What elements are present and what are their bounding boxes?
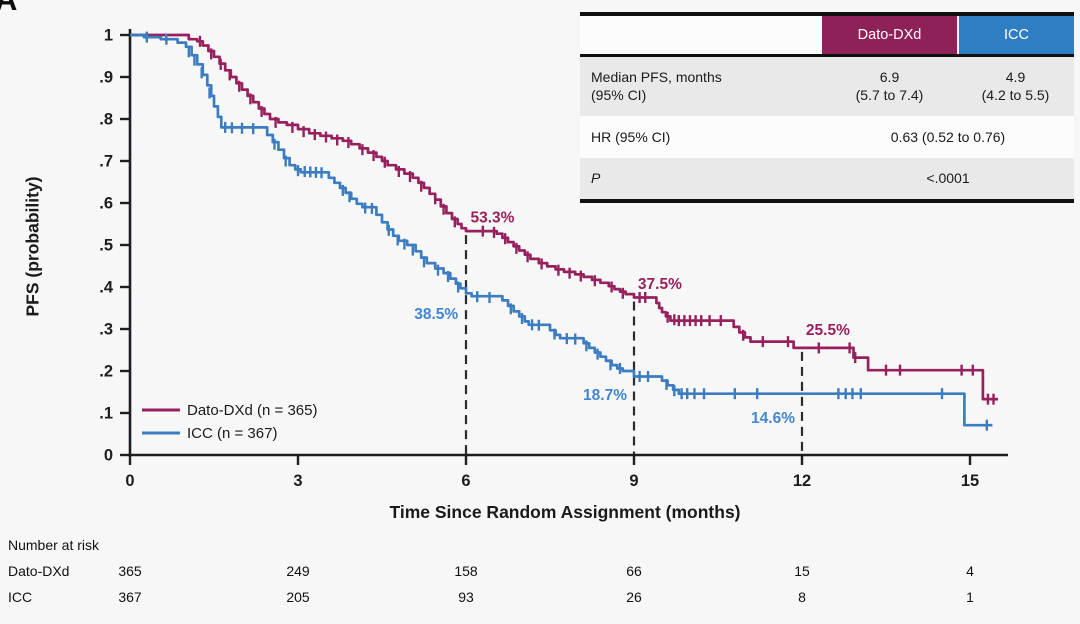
x-tick-label: 6 — [461, 472, 470, 490]
risk-count: 249 — [286, 563, 310, 579]
landmark-percent-label: 53.3% — [470, 210, 514, 227]
landmark-percent-label: 14.6% — [751, 410, 795, 427]
y-tick-label: .5 — [99, 237, 113, 255]
y-tick-label: .2 — [99, 363, 113, 381]
x-tick-label: 0 — [125, 472, 134, 490]
summary-header-empty-cell — [580, 16, 822, 54]
risk-count: 66 — [626, 563, 642, 579]
risk-count: 4 — [966, 563, 974, 579]
p-value: <.0001 — [926, 170, 970, 187]
median-pfs-icc-value: 4.9 — [1005, 68, 1026, 85]
risk-count: 158 — [454, 563, 478, 579]
number-at-risk-title: Number at risk — [8, 537, 100, 553]
risk-count: 1 — [966, 589, 974, 605]
summary-row-p: P <.0001 — [580, 158, 1074, 199]
km-curve-dato-dxd — [130, 33, 998, 401]
y-tick-label: .7 — [99, 153, 113, 171]
legend-label: Dato-DXd (n = 365) — [187, 402, 317, 419]
median-pfs-label-line2: (95% CI) — [591, 87, 647, 104]
risk-count: 93 — [458, 589, 474, 605]
median-pfs-dato-ci: (5.7 to 7.4) — [855, 87, 924, 104]
risk-count: 15 — [794, 563, 810, 579]
y-tick-label: .4 — [99, 279, 114, 297]
legend-label: ICC (n = 367) — [187, 425, 277, 442]
x-tick-label: 15 — [961, 472, 979, 490]
landmark-percent-label: 18.7% — [583, 387, 627, 404]
median-pfs-label-line1: Median PFS, months — [591, 68, 722, 85]
risk-count: 205 — [286, 589, 310, 605]
risk-count: 367 — [118, 589, 142, 605]
median-pfs-icc-ci: (4.2 to 5.5) — [981, 87, 1050, 104]
panel-letter-label: A — [0, 0, 17, 18]
summary-row-hr: HR (95% CI) 0.63 (0.52 to 0.76) — [580, 116, 1074, 159]
risk-row-label: ICC — [8, 589, 33, 605]
summary-table: Dato-DXd ICC Median PFS, months (95% CI)… — [580, 12, 1074, 203]
km-curve-icc — [130, 33, 993, 427]
summary-table-header: Dato-DXd ICC — [580, 16, 1074, 57]
landmark-percent-label: 25.5% — [806, 322, 850, 339]
x-tick-label: 3 — [293, 472, 302, 490]
hr-value: 0.63 (0.52 to 0.76) — [890, 129, 1006, 146]
y-tick-label: .8 — [99, 111, 113, 129]
x-axis-title: Time Since Random Assignment (months) — [389, 502, 741, 522]
x-tick-label: 12 — [793, 472, 811, 490]
y-tick-label: .9 — [99, 69, 113, 87]
risk-count: 26 — [626, 589, 642, 605]
summary-header-dato-dxd: Dato-DXd — [822, 16, 957, 54]
y-axis-title: PFS (probability) — [22, 176, 43, 317]
y-tick-label: 1 — [104, 27, 113, 45]
risk-row-label: Dato-DXd — [8, 563, 70, 579]
risk-count: 8 — [798, 589, 806, 605]
summary-row-median-pfs: Median PFS, months (95% CI) 6.9 (5.7 to … — [580, 56, 1074, 117]
p-label: P — [591, 170, 601, 187]
y-tick-label: .6 — [99, 195, 113, 213]
y-tick-label: .1 — [99, 405, 113, 423]
hr-label: HR (95% CI) — [591, 129, 671, 146]
summary-header-icc: ICC — [957, 16, 1074, 54]
median-pfs-dato-value: 6.9 — [879, 68, 900, 85]
risk-count: 365 — [118, 563, 142, 579]
y-tick-label: 0 — [104, 447, 113, 465]
landmark-percent-label: 37.5% — [638, 276, 682, 293]
landmark-percent-label: 38.5% — [414, 306, 458, 323]
x-tick-label: 9 — [629, 472, 638, 490]
y-tick-label: .3 — [99, 321, 113, 339]
km-chart: 1 .9 .8 .7 .6 .5 .4 .3 .2 .1 00 3 6 9 12 15 53.3% 38.5% 37… — [99, 27, 1008, 490]
